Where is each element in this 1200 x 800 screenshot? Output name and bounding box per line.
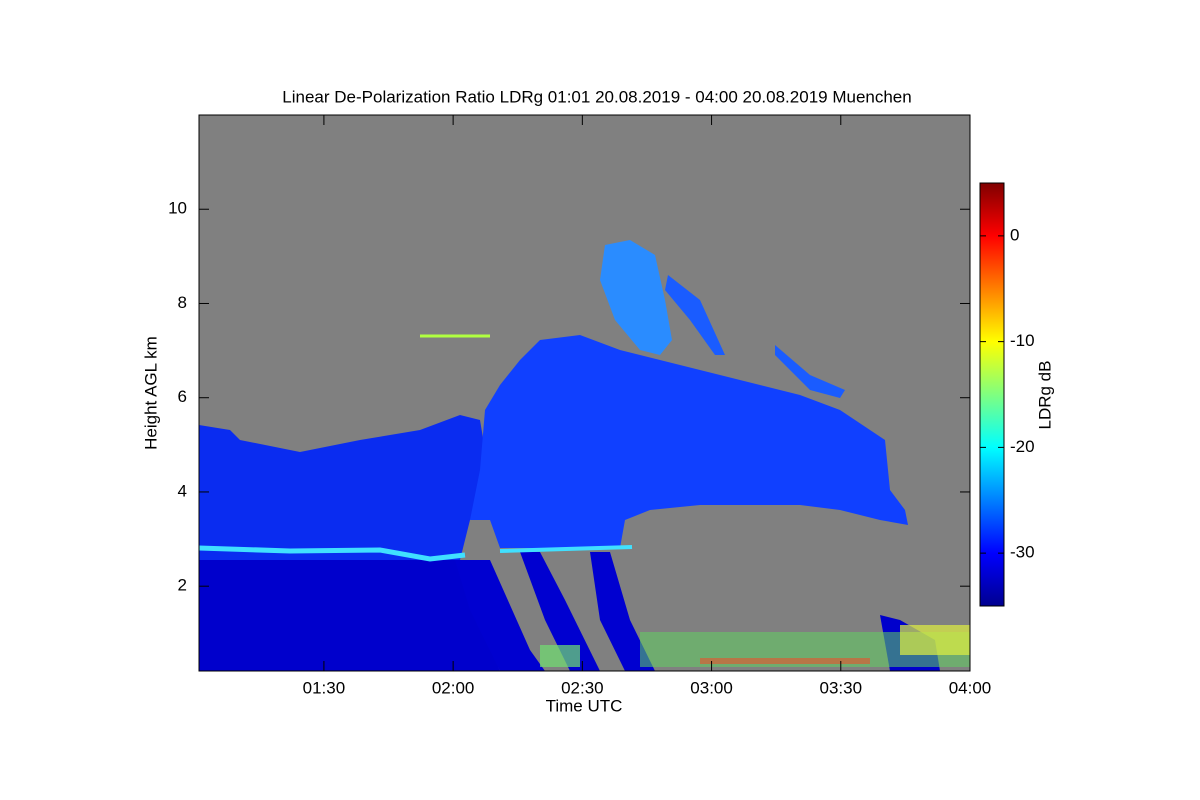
echo-region: [470, 335, 908, 548]
colorbar-tick-label: 0: [1010, 225, 1019, 244]
radar-field: [199, 240, 970, 671]
clutter: [700, 658, 870, 664]
x-tick-label: 02:30: [561, 678, 604, 697]
echo-region: [199, 415, 490, 560]
bright-band: [199, 545, 466, 562]
y-tick-label: 8: [178, 293, 187, 312]
echo-region: [199, 560, 500, 671]
chart-title: Linear De-Polarization Ratio LDRg 01:01 …: [282, 87, 911, 106]
colorbar-label: LDRg dB: [1035, 361, 1054, 430]
y-tick-label: 10: [168, 199, 187, 218]
y-tick-label: 4: [178, 481, 187, 500]
echo-region: [590, 552, 655, 671]
colorbar: [979, 182, 1005, 607]
echo-region: [600, 240, 672, 355]
x-tick-label: 04:00: [949, 678, 992, 697]
echo-region: [455, 560, 545, 671]
echo-region: [665, 275, 725, 355]
x-axis-label: Time UTC: [546, 696, 623, 715]
plot-frame: [198, 114, 971, 672]
clutter: [900, 625, 970, 655]
colorbar-tick-label: -20: [1010, 437, 1035, 456]
clutter: [540, 645, 580, 667]
x-tick-label: 03:30: [820, 678, 863, 697]
colorbar-tick-label: -10: [1010, 331, 1035, 350]
bright-band: [499, 545, 633, 553]
colorbar-tick-label: -30: [1010, 543, 1035, 562]
x-tick-label: 02:00: [432, 678, 475, 697]
y-axis-label: Height AGL km: [141, 336, 160, 450]
y-tick-label: 2: [178, 576, 187, 595]
x-tick-label: 03:00: [690, 678, 733, 697]
echo-region: [520, 552, 600, 671]
x-tick-label: 01:30: [303, 678, 346, 697]
y-tick-label: 6: [178, 387, 187, 406]
echo-region: [775, 345, 845, 398]
